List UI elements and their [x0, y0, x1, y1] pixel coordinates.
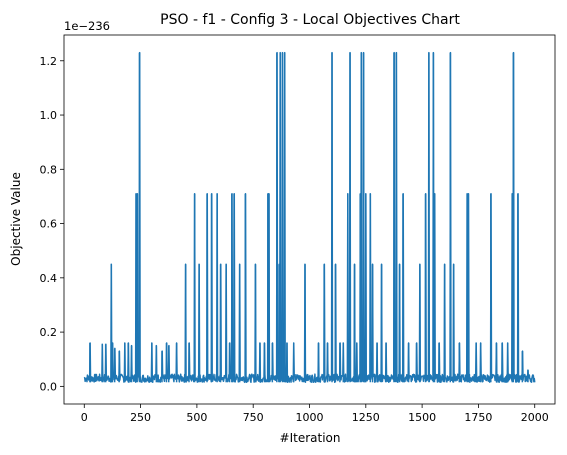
x-axis-label: #Iteration	[280, 431, 341, 445]
y-tick-label: 0.2	[40, 326, 58, 339]
chart-title: PSO - f1 - Config 3 - Local Objectives C…	[160, 12, 460, 28]
plot-frame	[63, 34, 556, 405]
y-tick-label: 0.0	[40, 380, 58, 393]
y-scale-label: 1e−236	[64, 19, 110, 33]
x-tick-label: 500	[186, 411, 207, 424]
y-axis-ticks: 0.0 0.2 0.4 0.6 0.8 1.0 1.2	[40, 55, 64, 393]
y-tick-label: 1.0	[40, 109, 58, 122]
x-tick-label: 750	[243, 411, 264, 424]
x-axis-ticks: 0 250 500 750 1000 1250 1500 1750 2000	[81, 404, 549, 424]
y-tick-label: 1.2	[40, 55, 58, 68]
plot-area	[64, 35, 555, 404]
x-tick-label: 0	[81, 411, 88, 424]
x-tick-label: 2000	[521, 411, 549, 424]
y-tick-label: 0.6	[40, 218, 58, 231]
x-tick-label: 1000	[296, 411, 324, 424]
series-layer	[83, 51, 536, 384]
x-tick-label: 1750	[464, 411, 492, 424]
x-tick-label: 1500	[408, 411, 436, 424]
y-tick-label: 0.8	[40, 163, 58, 176]
x-tick-label: 1250	[352, 411, 380, 424]
y-tick-label: 0.4	[40, 272, 58, 285]
x-tick-label: 250	[130, 411, 151, 424]
y-axis-label: Objective Value	[9, 172, 23, 266]
